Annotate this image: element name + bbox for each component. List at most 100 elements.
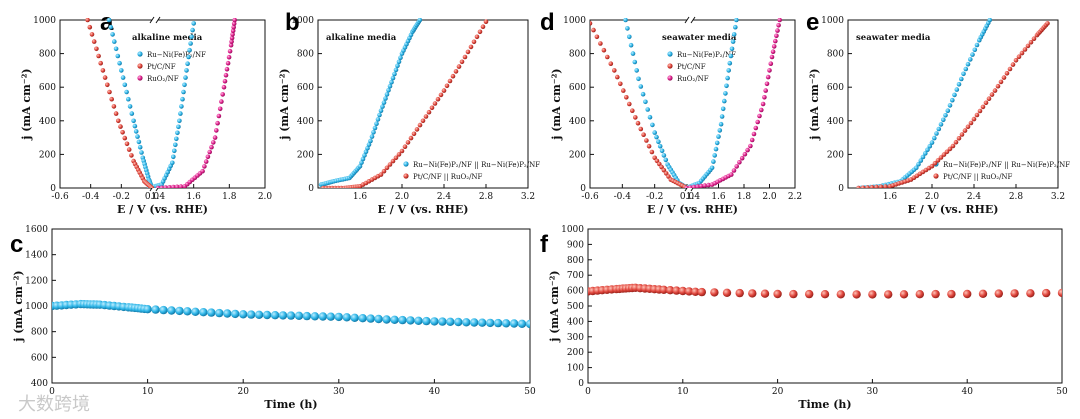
- data-point: [135, 134, 140, 139]
- y-tick-label: 0: [308, 184, 314, 194]
- data-point: [175, 306, 184, 316]
- x-tick-label: 1.8: [222, 192, 237, 202]
- data-point: [420, 118, 426, 124]
- data-point: [173, 142, 178, 148]
- data-point: [695, 184, 700, 188]
- data-point: [112, 39, 117, 44]
- data-point: [724, 83, 729, 89]
- data-point: [132, 123, 138, 129]
- data-point: [1028, 40, 1034, 45]
- data-point: [691, 184, 697, 188]
- data-point: [927, 143, 933, 149]
- x-tick-label: 20: [237, 387, 249, 397]
- data-point: [262, 310, 272, 320]
- legend-entry: Ru−Ni(Fe)P₂/NF || Ru−Ni(Fe)P₂/NF: [943, 161, 1070, 169]
- data-point: [182, 82, 187, 88]
- series-group: [52, 299, 530, 329]
- data-point: [836, 290, 845, 299]
- y-axis-label: j (mA cm⁻²): [550, 68, 563, 140]
- data-point: [751, 131, 757, 137]
- legend-marker: [933, 173, 939, 179]
- data-point: [713, 146, 719, 152]
- x-tick-label: -0.2: [113, 192, 130, 202]
- data-point: [176, 124, 181, 130]
- data-point: [762, 95, 767, 100]
- data-point: [748, 143, 753, 149]
- data-point: [640, 91, 646, 97]
- data-point: [462, 54, 468, 60]
- data-point: [222, 78, 228, 84]
- data-point: [179, 104, 184, 109]
- data-point: [959, 132, 965, 137]
- data-point: [978, 289, 988, 298]
- data-point: [426, 109, 432, 115]
- data-point: [402, 144, 408, 149]
- media-note: alkaline media: [326, 33, 397, 43]
- data-point: [369, 134, 375, 139]
- data-point: [98, 60, 103, 66]
- data-point: [471, 39, 477, 45]
- data-point: [941, 152, 947, 157]
- y-tick-label: 1400: [25, 251, 48, 261]
- y-tick-label: 1000: [25, 302, 48, 312]
- data-point: [89, 32, 95, 37]
- data-point: [115, 53, 121, 59]
- axis-break-mark: [149, 16, 155, 24]
- data-point: [719, 114, 725, 119]
- data-point: [133, 129, 139, 134]
- panel-d: d 0 200 400 600 800 1000 -0.6 -0.4 -0.2 0.01.4 1.6 1…: [540, 9, 802, 216]
- y-tick-label: 900: [567, 240, 584, 250]
- series-group: [85, 18, 237, 188]
- data-point: [641, 132, 646, 137]
- data-point: [278, 311, 288, 320]
- panel-b: b 0 200 400 600 800 1000 1.6 2.0 2.4 2.8 3.2 E / V (…: [278, 9, 540, 216]
- data-point: [231, 21, 237, 26]
- data-point: [771, 44, 777, 49]
- data-point: [94, 46, 99, 52]
- data-point: [474, 34, 480, 40]
- data-point: [432, 101, 438, 106]
- y-axis-label: j (mA cm⁻²): [278, 68, 291, 140]
- data-point: [918, 158, 924, 163]
- data-point: [998, 79, 1004, 85]
- data-point: [143, 305, 152, 314]
- data-point: [952, 92, 957, 98]
- data-point: [944, 149, 950, 155]
- data-point: [185, 61, 190, 66]
- data-point: [393, 155, 399, 161]
- panel-c: c 400 600 800 1000 1200 1400 1600 0 10 20 30 40 50 Tim…: [10, 225, 536, 411]
- data-point: [777, 18, 782, 23]
- data-point: [757, 113, 762, 119]
- data-point: [493, 318, 503, 328]
- y-tick-label: 1000: [563, 16, 586, 26]
- data-point: [220, 92, 225, 97]
- data-point: [371, 130, 376, 135]
- data-point: [947, 103, 953, 108]
- data-point: [396, 59, 402, 65]
- data-point: [366, 314, 375, 323]
- legend-marker: [667, 63, 673, 69]
- data-point: [91, 39, 97, 44]
- x-tick-label: 1.4: [151, 192, 166, 202]
- data-point: [120, 75, 126, 80]
- data-point: [590, 21, 593, 26]
- data-point: [382, 315, 391, 324]
- data-point: [645, 107, 650, 112]
- data-point: [770, 49, 776, 54]
- data-point: [96, 53, 101, 59]
- y-axis-label: j (mA cm⁻²): [12, 270, 25, 342]
- data-point: [465, 49, 471, 55]
- data-point: [737, 160, 742, 165]
- x-tick-label: 1.4: [686, 192, 701, 202]
- data-point: [167, 306, 176, 315]
- data-point: [878, 184, 884, 188]
- data-point: [773, 38, 778, 44]
- data-point: [860, 185, 866, 188]
- axis-break-gap: [152, 17, 158, 23]
- x-tick-label: -0.2: [646, 192, 663, 202]
- data-point: [178, 111, 183, 116]
- media-note: alkaline media: [132, 33, 203, 43]
- data-point: [987, 18, 993, 23]
- x-tick-label: 40: [961, 387, 973, 397]
